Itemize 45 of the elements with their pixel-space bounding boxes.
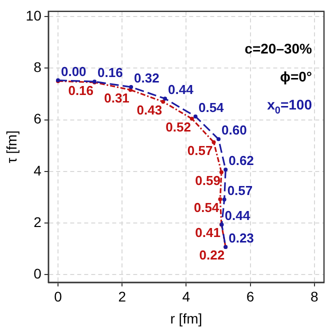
y-tick-label: 2 [34,214,42,230]
annotation: 0.54 [198,100,225,116]
annotation: 0.57 [227,183,253,198]
x-tick-label: 0 [54,288,62,305]
annotation: 0.16 [68,82,94,98]
annotation: 0.43 [136,102,162,118]
annotation: 0.41 [195,225,220,240]
annotation: 0.62 [228,153,254,168]
annotation: ϕ=0° [280,68,312,84]
annotation: 0.16 [98,65,123,80]
point [193,114,198,118]
annotation: 0.57 [187,142,213,158]
annotation: 0.32 [134,70,160,86]
point [129,85,134,90]
point [222,198,226,202]
point [163,96,168,101]
annotation: 0.44 [224,208,251,224]
annotation: 0.54 [194,200,220,215]
x-tick-label: 4 [182,288,190,305]
annotation: 0.60 [222,122,247,138]
point [161,100,166,104]
y-axis-title: τ [fm] [3,130,20,164]
annotation: 0.22 [199,248,225,263]
x-tick-label: 2 [118,288,126,305]
annotation: 0.59 [195,172,220,188]
y-tick-label: 4 [34,162,42,178]
point [218,197,222,202]
annotation: 0.31 [104,90,130,106]
point [216,137,221,142]
x-tick-label: 6 [246,288,254,305]
x-tick-label: 8 [310,288,318,305]
annotation: 0.00 [60,64,86,79]
y-tick-label: 0 [34,266,42,282]
annotation: 0.23 [228,230,254,246]
y-tick-label: 8 [34,59,42,76]
point [212,140,216,144]
point [190,116,194,121]
y-tick-label: 10 [26,7,42,24]
y-tick-label: 6 [34,110,42,127]
annotation: 0.52 [166,119,191,134]
point [219,170,224,174]
annotation: c=20–30% [244,40,313,56]
point [224,168,228,172]
annotation: 0.44 [168,82,194,98]
x-axis-title: r [fm] [170,310,202,326]
